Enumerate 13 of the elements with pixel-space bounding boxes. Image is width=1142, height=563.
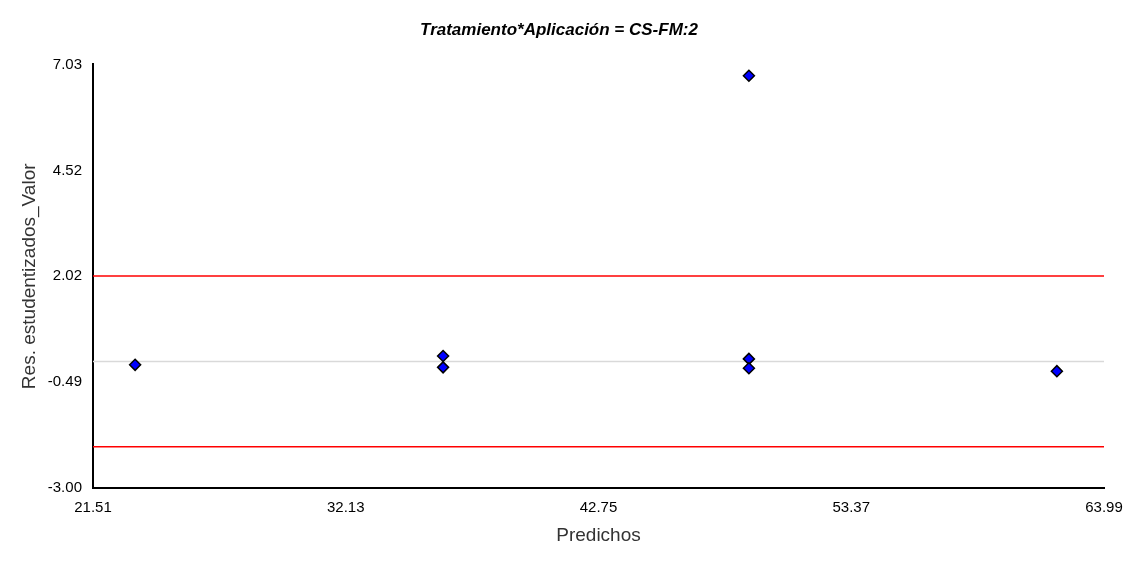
x-tick-label: 63.99 xyxy=(1085,498,1123,516)
x-axis-title: Predichos xyxy=(556,523,641,545)
x-tick-label: 21.51 xyxy=(74,498,112,516)
y-tick-label: 4.52 xyxy=(52,160,82,178)
y-tick-label: -3.00 xyxy=(47,478,82,496)
y-tick-label: 7.03 xyxy=(52,54,82,72)
y-tick-label: 2.02 xyxy=(52,266,82,284)
chart-title: Tratamiento*Aplicación = CS-FM:2 xyxy=(420,19,699,39)
x-tick-label: 53.37 xyxy=(832,498,871,516)
y-tick-label: -0.49 xyxy=(47,372,82,390)
y-axis-title: Res. estudentizados_Valor xyxy=(17,162,40,390)
x-tick-label: 42.75 xyxy=(579,498,618,516)
x-tick-label: 32.13 xyxy=(326,498,365,516)
